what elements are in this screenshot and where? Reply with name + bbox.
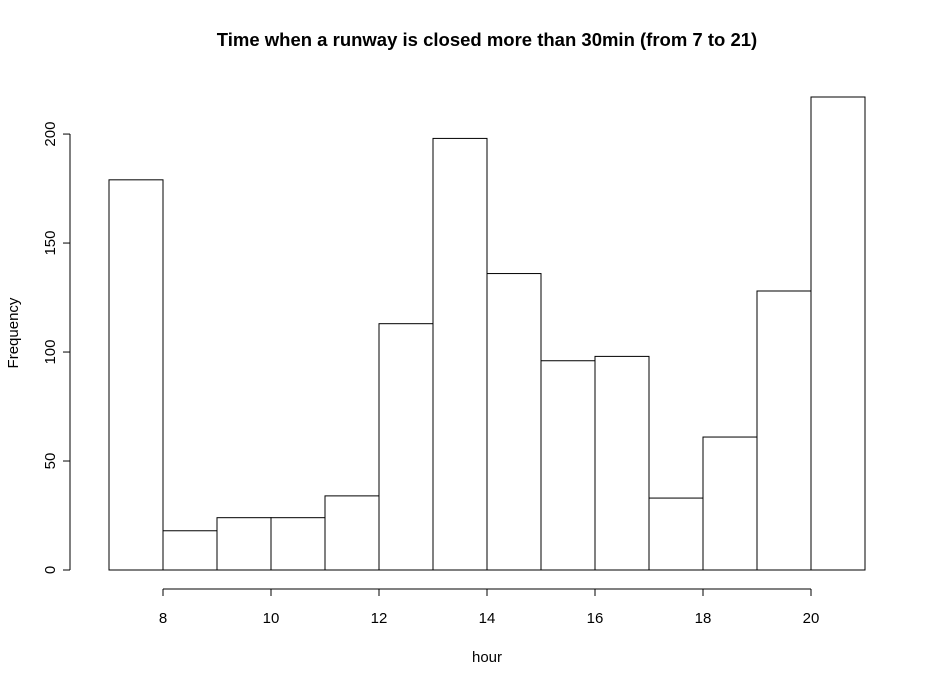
histogram-bar — [756, 290, 812, 571]
chart-title: Time when a runway is closed more than 3… — [217, 29, 757, 50]
x-axis-title: hour — [472, 649, 502, 666]
y-tick-label: 50 — [42, 453, 59, 470]
histogram-bar — [432, 137, 488, 571]
x-tick-label: 18 — [695, 610, 712, 627]
histogram-bar — [216, 517, 272, 571]
histogram-bar — [378, 323, 434, 571]
x-tick-label: 20 — [803, 610, 820, 627]
x-tick-label: 12 — [371, 610, 388, 627]
histogram-bar — [162, 530, 218, 571]
x-axis: 8 10 12 14 16 18 20 — [159, 588, 820, 627]
x-tick-label: 10 — [263, 610, 280, 627]
y-tick-label: 200 — [42, 122, 59, 147]
histogram-bar — [324, 495, 380, 571]
y-axis-title: Frequency — [5, 297, 22, 368]
histogram-bar — [540, 360, 596, 571]
y-tick-label: 150 — [42, 231, 59, 256]
x-tick-label: 14 — [479, 610, 496, 627]
y-tick-label: 100 — [42, 340, 59, 365]
histogram-bar — [486, 273, 542, 571]
x-tick-label: 16 — [587, 610, 604, 627]
x-tick-label: 8 — [159, 610, 167, 627]
histogram-bar — [594, 355, 650, 571]
y-tick-label: 0 — [42, 566, 59, 574]
histogram-bar — [648, 497, 704, 571]
y-axis: 0 50 100 150 200 — [42, 122, 71, 574]
histogram-bar — [810, 96, 866, 571]
histogram-bar — [702, 436, 758, 571]
bars-group — [108, 96, 866, 571]
histogram-bar — [108, 179, 164, 571]
histogram-bar — [270, 517, 326, 571]
